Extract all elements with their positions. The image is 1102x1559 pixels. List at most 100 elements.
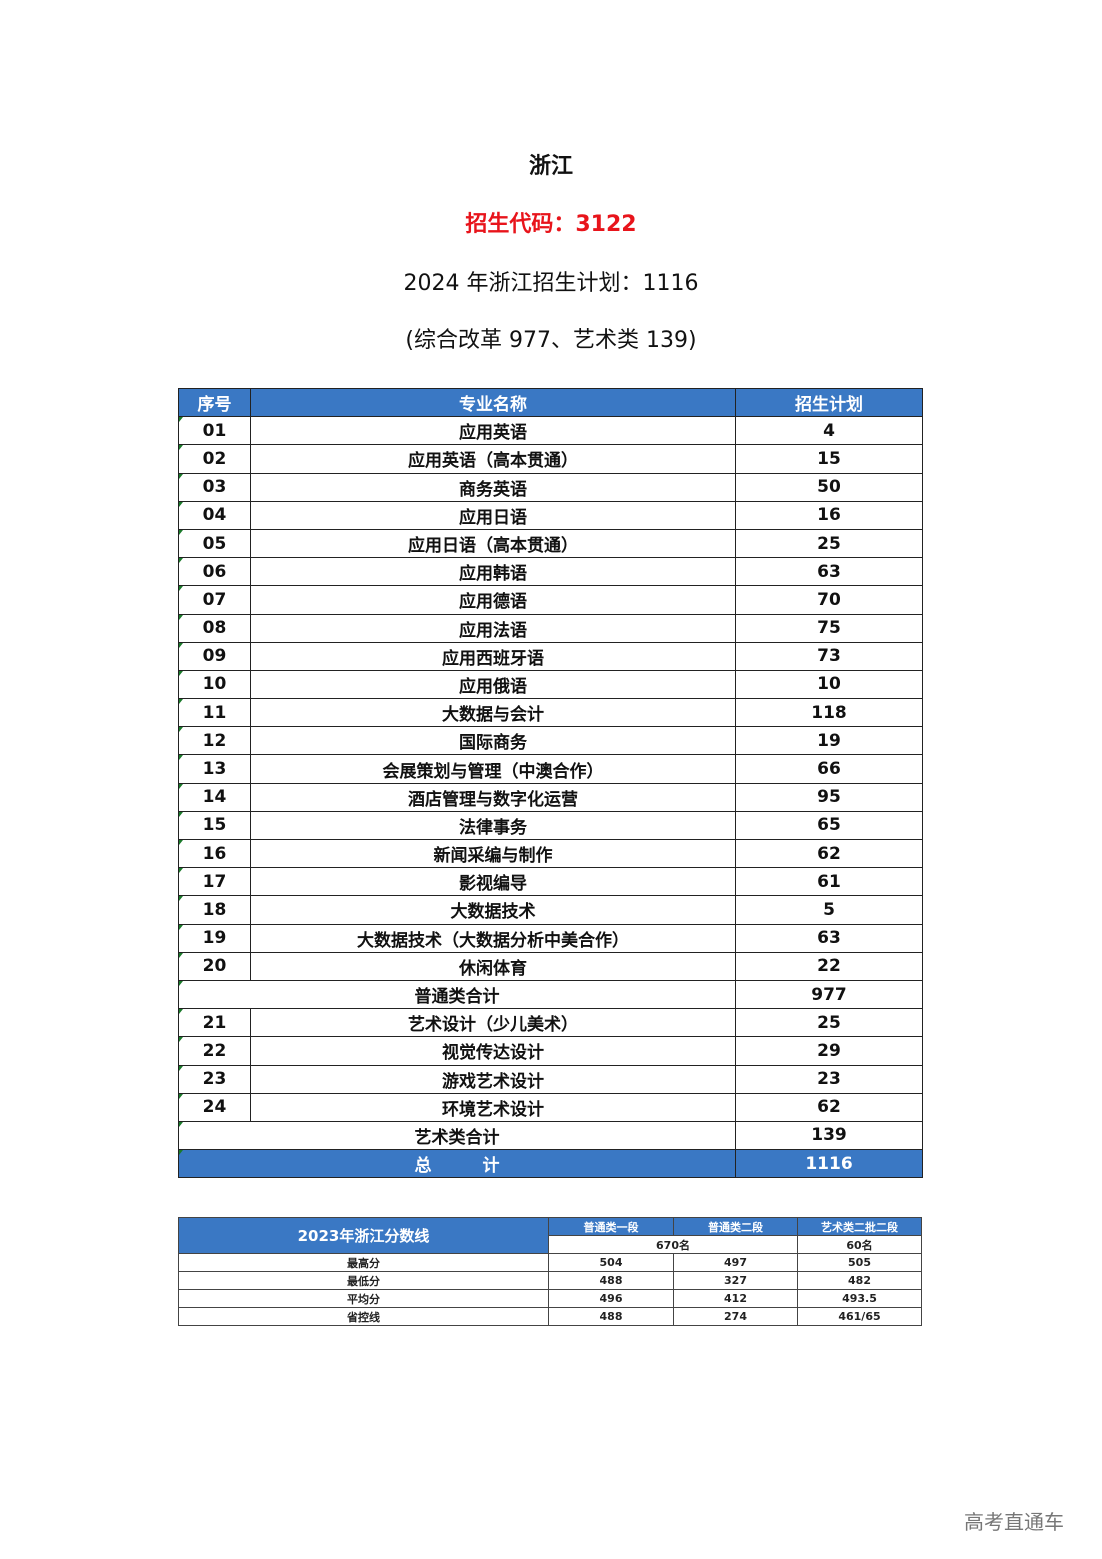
- plan-breakdown-line: (综合改革 977、艺术类 139): [405, 328, 697, 353]
- plan-count: 50: [735, 472, 923, 502]
- row-index: 14: [178, 782, 251, 812]
- plan-count: 63: [735, 923, 923, 953]
- column-header: 普通类一段: [548, 1217, 674, 1236]
- score-value: 493.5: [797, 1289, 922, 1308]
- total-label: 总 计: [178, 1149, 736, 1179]
- plan-count: 61: [735, 867, 923, 897]
- score-label: 最高分: [178, 1253, 549, 1272]
- major-name: 视觉传达设计: [250, 1036, 736, 1066]
- plan-count: 22: [735, 951, 923, 981]
- plan-count: 4: [735, 416, 923, 446]
- row-index: 15: [178, 810, 251, 841]
- table-row: 09 应用西班牙语 73: [178, 641, 923, 671]
- subtotal-label: 艺术类合计: [178, 1120, 736, 1151]
- table-row: 20 休闲体育 22: [178, 951, 923, 981]
- plan-count: 10: [735, 669, 923, 700]
- table-row: 01 应用英语 4: [178, 416, 923, 446]
- plan-count: 62: [735, 838, 923, 869]
- row-index: 07: [178, 585, 251, 615]
- table-row: 24 环境艺术设计 62: [178, 1092, 923, 1122]
- enrollment-code: 招生代码：3122: [465, 212, 637, 237]
- subtotal-value: 139: [735, 1120, 923, 1151]
- row-index: 20: [178, 951, 251, 981]
- score-row: 最低分 488 327 482: [178, 1271, 922, 1290]
- score-table-title: 2023年浙江分数线: [178, 1217, 549, 1254]
- major-name: 应用俄语: [250, 669, 736, 700]
- plan-count: 16: [735, 500, 923, 530]
- major-name: 法律事务: [250, 810, 736, 841]
- plan-count: 15: [735, 444, 923, 474]
- score-label: 省控线: [178, 1307, 549, 1326]
- major-name: 休闲体育: [250, 951, 736, 981]
- score-value: 496: [548, 1289, 674, 1308]
- score-value: 461/65: [797, 1307, 922, 1326]
- score-value: 488: [548, 1307, 674, 1326]
- table-row: 06 应用韩语 63: [178, 557, 923, 587]
- row-index: 04: [178, 500, 251, 530]
- table-row: 02 应用英语（高本贯通） 15: [178, 444, 923, 474]
- score-row: 最高分 504 497 505: [178, 1253, 922, 1272]
- major-name: 会展策划与管理（中澳合作）: [250, 754, 736, 784]
- plan-count: 25: [735, 528, 923, 559]
- plan-count: 95: [735, 782, 923, 812]
- plan-count: 25: [735, 1008, 923, 1038]
- score-value: 327: [673, 1271, 798, 1290]
- major-name: 影视编导: [250, 867, 736, 897]
- table-row: 18 大数据技术 5: [178, 895, 923, 925]
- row-index: 23: [178, 1064, 251, 1094]
- table-row: 17 影视编导 61: [178, 867, 923, 897]
- row-index: 12: [178, 726, 251, 756]
- plan-count: 5: [735, 895, 923, 925]
- major-name: 游戏艺术设计: [250, 1064, 736, 1094]
- score-label: 最低分: [178, 1271, 549, 1290]
- major-name: 环境艺术设计: [250, 1092, 736, 1122]
- major-name: 应用西班牙语: [250, 641, 736, 671]
- score-value: 274: [673, 1307, 798, 1326]
- plan-total-line: 2024 年浙江招生计划：1116: [403, 271, 699, 296]
- subtotal-art-row: 艺术类合计 139: [178, 1120, 923, 1151]
- score-value: 488: [548, 1271, 674, 1290]
- table-row: 14 酒店管理与数字化运营 95: [178, 782, 923, 812]
- subtotal-label: 普通类合计: [178, 979, 736, 1010]
- score-value: 497: [673, 1253, 798, 1272]
- score-row: 省控线 488 274 461/65: [178, 1307, 922, 1326]
- score-value: 412: [673, 1289, 798, 1308]
- plan-count: 65: [735, 810, 923, 841]
- table-row: 10 应用俄语 10: [178, 669, 923, 700]
- row-index: 16: [178, 838, 251, 869]
- table-row: 07 应用德语 70: [178, 585, 923, 615]
- major-name: 应用德语: [250, 585, 736, 615]
- column-header: 序号: [178, 387, 251, 418]
- major-name: 国际商务: [250, 726, 736, 756]
- row-index: 13: [178, 754, 251, 784]
- table-row: 08 应用法语 75: [178, 613, 923, 643]
- major-name: 新闻采编与制作: [250, 838, 736, 869]
- plan-count: 66: [735, 754, 923, 784]
- row-index: 08: [178, 613, 251, 643]
- major-name: 应用法语: [250, 613, 736, 643]
- row-index: 03: [178, 472, 251, 502]
- score-row: 平均分 496 412 493.5: [178, 1289, 922, 1308]
- table-row: 19 大数据技术（大数据分析中美合作） 63: [178, 923, 923, 953]
- score-value: 505: [797, 1253, 922, 1272]
- score-label: 平均分: [178, 1289, 549, 1308]
- row-index: 02: [178, 444, 251, 474]
- subtotal-value: 977: [735, 979, 923, 1010]
- table-row: 03 商务英语 50: [178, 472, 923, 502]
- table-row: 12 国际商务 19: [178, 726, 923, 756]
- major-name: 应用日语: [250, 500, 736, 530]
- row-index: 09: [178, 641, 251, 671]
- row-index: 06: [178, 557, 251, 587]
- major-name: 酒店管理与数字化运营: [250, 782, 736, 812]
- major-name: 大数据与会计: [250, 698, 736, 728]
- major-name: 应用韩语: [250, 557, 736, 587]
- general-count: 670名: [548, 1235, 798, 1254]
- row-index: 24: [178, 1092, 251, 1122]
- major-name: 应用英语（高本贯通）: [250, 444, 736, 474]
- art-count: 60名: [797, 1235, 922, 1254]
- score-value: 504: [548, 1253, 674, 1272]
- score-value: 482: [797, 1271, 922, 1290]
- major-name: 商务英语: [250, 472, 736, 502]
- row-index: 18: [178, 895, 251, 925]
